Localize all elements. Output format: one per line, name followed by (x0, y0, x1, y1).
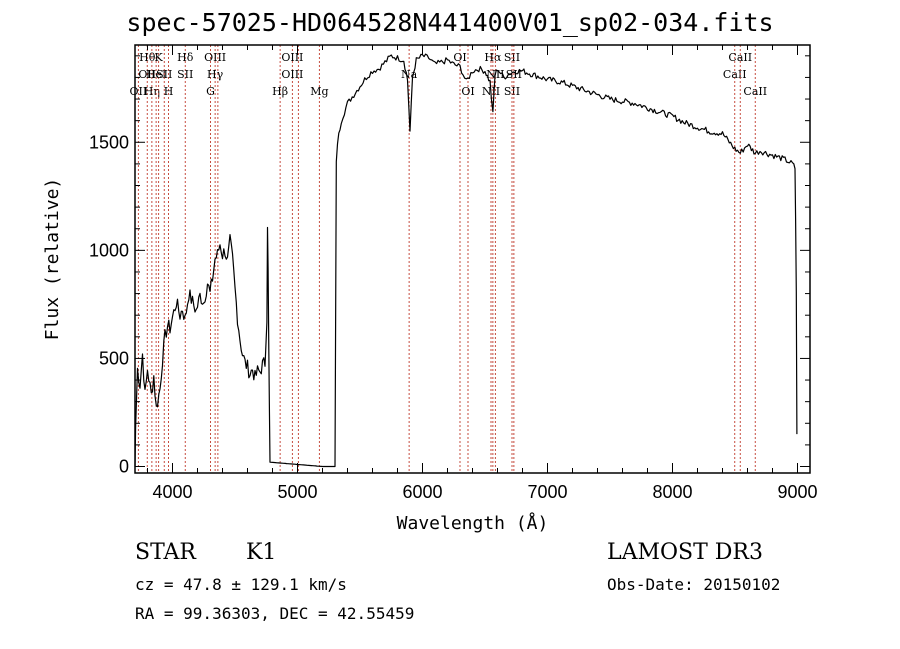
line-label: Hα (484, 51, 502, 64)
line-label: CaII (723, 68, 747, 81)
x-tick-label: 4000 (152, 482, 192, 502)
observation-date: Obs-Date: 20150102 (607, 575, 781, 594)
x-tick-label: 9000 (777, 482, 817, 502)
x-tick-label: 8000 (652, 482, 692, 502)
line-label: OIII (204, 51, 226, 64)
line-label: Hθ (139, 51, 156, 64)
y-tick-label: 0 (119, 457, 129, 477)
redshift-readout: cz = 47.8 ± 129.1 km/s (135, 575, 347, 594)
line-label: SII (177, 68, 193, 81)
line-label: Na (401, 68, 418, 81)
line-label: CaII (743, 85, 767, 98)
line-label: K (155, 51, 164, 64)
axes: 4000 5000 6000 7000 8000 9000 0 500 1000 1500 (89, 45, 818, 502)
line-label: Mg (310, 85, 328, 98)
line-label: Hη (144, 85, 160, 98)
line-label: SII (156, 68, 172, 81)
line-label: G (206, 85, 215, 98)
emission-line-markers: OIIHθOIIHηHeIKSIIHHδSIIGOIIIHγHβOIIIOIII… (130, 45, 767, 473)
line-label: H (164, 85, 174, 98)
y-tick-label: 500 (99, 348, 129, 368)
x-tick-label: 6000 (402, 482, 442, 502)
x-tick-label: 5000 (277, 482, 317, 502)
object-subclass: K1 (246, 540, 277, 565)
y-tick-label: 1500 (89, 132, 129, 152)
line-label: OIII (281, 68, 303, 81)
y-tick-label: 1000 (89, 240, 129, 260)
survey-name: LAMOST DR3 (607, 540, 763, 565)
y-axis-label: Flux (relative) (42, 178, 63, 341)
line-label: OI (461, 85, 474, 98)
line-label: SII (504, 51, 520, 64)
line-label: SII (504, 85, 520, 98)
line-label: HeI (146, 68, 166, 81)
line-label: CaII (728, 51, 752, 64)
chart-title: spec-57025-HD064528N441400V01_sp02-034.f… (126, 8, 774, 37)
plot-frame (134, 44, 811, 474)
line-label: OIII (281, 51, 303, 64)
line-label: OI (453, 51, 466, 64)
x-axis-label: Wavelength (Å) (397, 512, 549, 534)
x-tick-label: 7000 (527, 482, 567, 502)
line-label: Hγ (207, 68, 224, 81)
line-label: Hβ (272, 85, 288, 98)
coordinates-readout: RA = 99.36303, DEC = 42.55459 (135, 604, 415, 623)
line-label: OII (130, 85, 148, 98)
line-label: Hδ (177, 51, 194, 64)
spectrum-line (134, 53, 798, 468)
line-label: SII (506, 68, 522, 81)
object-class: STAR (135, 540, 196, 565)
